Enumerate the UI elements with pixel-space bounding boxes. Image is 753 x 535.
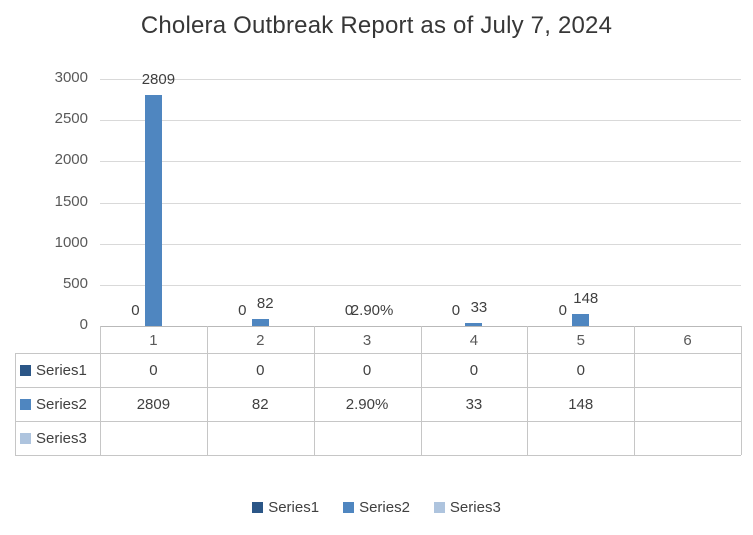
x-axis-label-6: 6	[683, 332, 692, 349]
table-row-label-series1: Series1	[20, 353, 100, 387]
gridline-2000	[100, 161, 741, 163]
table-cell-series1-3: 0	[362, 361, 372, 379]
data-label-series1-cat5: 0	[558, 302, 567, 319]
data-label-series2-cat1: 2809	[141, 70, 176, 88]
bar-series2-cat4	[465, 323, 483, 326]
table-vline-3	[420, 326, 422, 455]
table-hline-1	[15, 387, 741, 388]
bar-series2-cat2	[251, 319, 269, 326]
data-label-series1-cat3: 0	[344, 302, 354, 319]
table-cell-series3-2	[207, 421, 314, 455]
table-cell-series2-3: 2.90%	[345, 395, 389, 413]
x-axis-label-2: 2	[256, 332, 265, 349]
y-axis-label-0: 0	[79, 316, 88, 333]
legend-item-series1: Series1	[252, 499, 319, 516]
data-label-series1-cat2: 0	[238, 302, 247, 319]
bar-series2-cat1	[144, 94, 162, 326]
data-label-series2-cat3: 2.90%	[350, 301, 394, 319]
table-vline-left	[15, 353, 16, 455]
table-vline-4	[527, 326, 529, 455]
table-legend-key-series2	[20, 398, 31, 410]
legend: Series1 Series2 Series3	[0, 496, 753, 518]
data-label-series1-cat1: 0	[131, 302, 140, 319]
table-series-name: Series1	[36, 361, 87, 379]
legend-key-series1	[252, 501, 264, 513]
table-cell-series2-5: 148	[568, 395, 594, 413]
table-legend-key-series1	[20, 364, 31, 376]
table-legend-key-series3	[20, 432, 31, 444]
gridline-2500	[100, 120, 741, 122]
table-series-name: Series3	[36, 429, 87, 447]
table-cell-series3-4	[421, 421, 528, 455]
bar-series2-cat5	[572, 313, 590, 326]
table-hline-3	[15, 455, 741, 456]
x-axis-label-5: 5	[576, 332, 585, 349]
gridline-3000	[100, 79, 741, 80]
y-axis-label-1000: 1000	[54, 233, 88, 251]
table-row-label-series2: Series2	[20, 387, 100, 421]
table-row-label-series3: Series3	[20, 421, 100, 455]
table-cell-series2-2: 82	[251, 395, 269, 413]
data-label-series2-cat4: 33	[470, 299, 488, 317]
table-hline-0	[15, 353, 741, 354]
table-cell-series3-3	[314, 421, 421, 455]
chart-title: Cholera Outbreak Report as of July 7, 20…	[140, 12, 613, 39]
legend-item-series3: Series3	[433, 498, 501, 516]
data-label-series2-cat2: 82	[256, 295, 274, 313]
table-vline-5	[634, 326, 636, 455]
table-cell-series1-1: 0	[149, 361, 158, 379]
table-vline-6	[741, 326, 742, 455]
table-cell-series2-4: 33	[465, 395, 483, 413]
table-cell-series3-5	[527, 421, 634, 455]
legend-label: Series2	[359, 498, 410, 516]
legend-item-series2: Series2	[343, 499, 410, 516]
legend-label: Series1	[268, 498, 320, 516]
y-axis-label-1500: 1500	[54, 192, 88, 210]
legend-key-series3	[433, 501, 445, 513]
y-axis-label-500: 500	[62, 274, 88, 292]
gridline-1000	[100, 243, 741, 245]
legend-label: Series3	[449, 498, 501, 516]
x-axis-label-4: 4	[469, 332, 479, 349]
y-axis-label-2000: 2000	[54, 151, 88, 169]
legend-key-series2	[343, 501, 355, 513]
table-vline-0	[100, 326, 101, 455]
data-label-series2-cat5: 148	[573, 289, 599, 307]
y-axis-label-2500: 2500	[54, 110, 88, 128]
table-vline-1	[206, 326, 208, 455]
table-cell-series1-6	[634, 353, 741, 387]
y-axis-label-3000: 3000	[54, 69, 88, 86]
table-cell-series2-6	[634, 387, 741, 421]
gridline-1500	[100, 202, 741, 204]
table-cell-series1-4: 0	[469, 361, 479, 379]
table-cell-series1-2: 0	[256, 361, 265, 379]
table-hline-2	[15, 421, 741, 422]
table-cell-series1-5: 0	[576, 361, 585, 379]
table-cell-series3-1	[100, 421, 207, 455]
table-vline-2	[313, 326, 315, 455]
x-axis-label-3: 3	[362, 332, 372, 349]
table-series-name: Series2	[36, 395, 87, 413]
data-label-series1-cat4: 0	[451, 302, 461, 319]
x-axis-label-1: 1	[149, 332, 158, 349]
table-cell-series3-6	[634, 421, 741, 455]
gridline-500	[100, 284, 741, 286]
table-cell-series2-1: 2809	[136, 395, 171, 413]
